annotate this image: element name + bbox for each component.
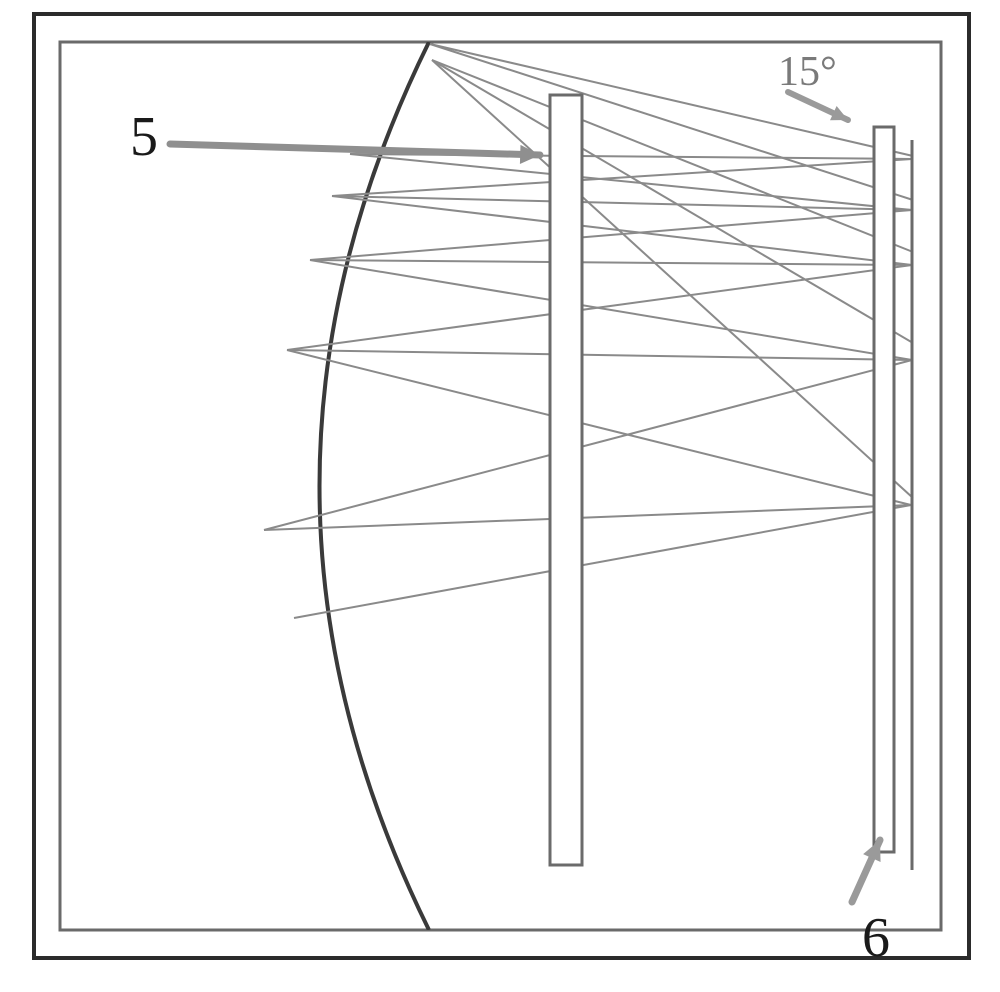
inner-box [60,42,941,930]
angle-label-text: 15° [778,49,837,95]
bar-left [550,95,582,865]
diagram-svg: 5 6 15° [0,0,1000,992]
label-5-text: 5 [130,106,158,168]
bar-right [874,127,894,852]
diagram-stage: 5 6 15° [0,0,1000,992]
label-6-text: 6 [862,907,890,969]
